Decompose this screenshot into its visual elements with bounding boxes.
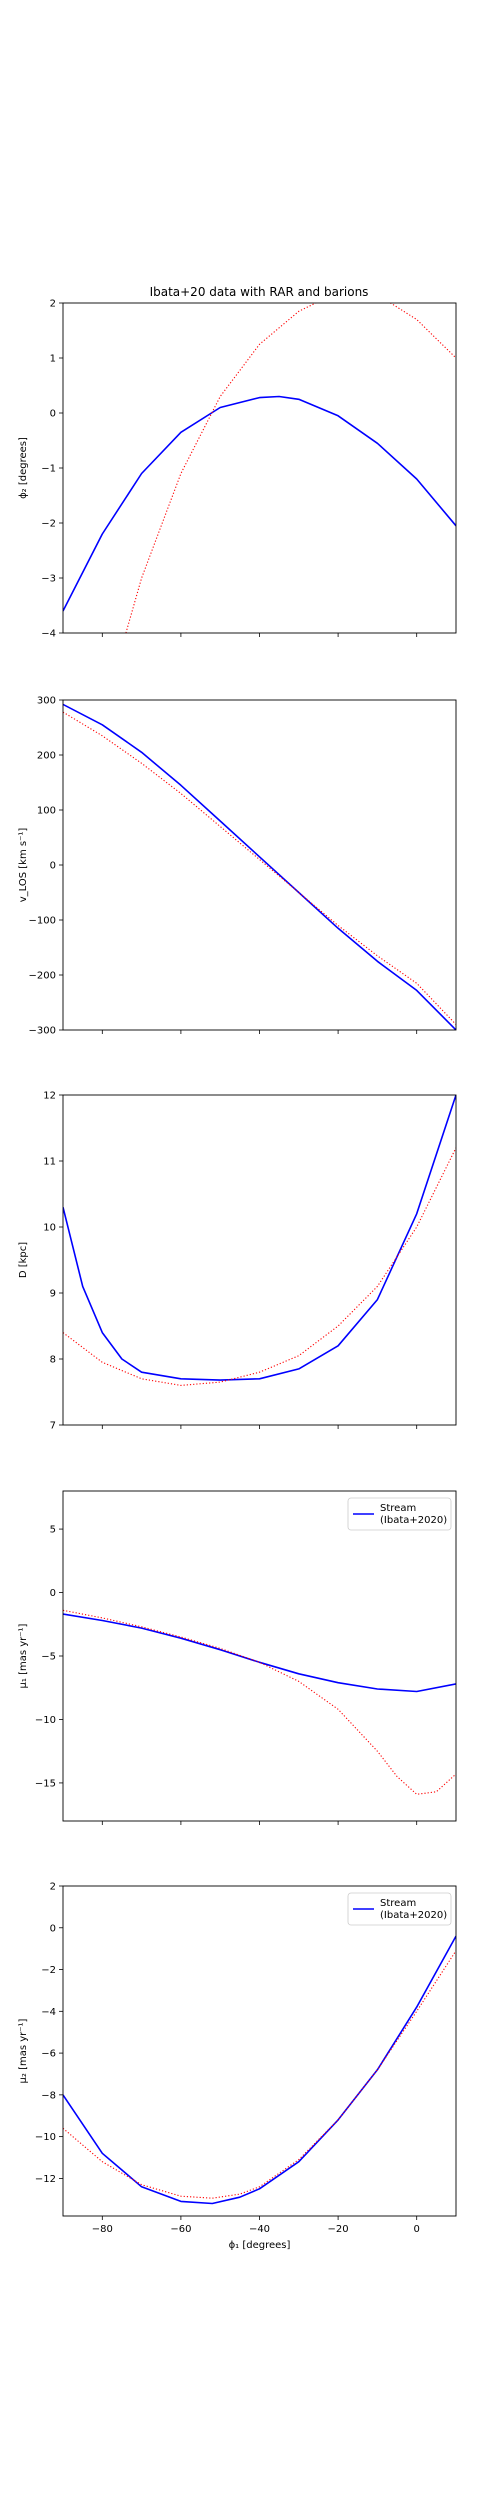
y-tick-label: 2: [50, 1882, 56, 1893]
y-tick-label: −6: [41, 2049, 56, 2060]
y-tick-label: −3: [41, 574, 56, 585]
axes-frame: [62, 302, 457, 634]
x-tick-label: −80: [92, 2224, 113, 2235]
x-tick-label: −40: [249, 2224, 270, 2235]
axes-frame: [62, 699, 457, 1031]
chart-panel-5: −12−10−8−6−4−202−80 −60 −40 −20 0μ₂ [mas yr⁻…: [18, 1882, 457, 2251]
figure-title: Ibata+20 data with RAR and barions: [150, 285, 369, 299]
y-tick-label: −4: [41, 2007, 56, 2018]
axes-frame: [62, 1094, 457, 1426]
y-tick-label: 300: [37, 696, 56, 707]
axes-frame: [62, 1885, 457, 2217]
series-line-stream: [63, 1095, 456, 1381]
y-tick-label: 9: [50, 1289, 56, 1300]
legend: Stream(Ibata+2020): [347, 1497, 452, 1531]
legend-box: [347, 1892, 452, 1926]
y-axis-label: ϕ₂ [degrees]: [18, 437, 29, 499]
chart-panel-2: −300 −200 −100 0 100 200 300 v_LOS [km s⁻¹]: [18, 696, 457, 1037]
series-line-stream: [63, 1613, 456, 1693]
legend: Stream(Ibata+2020): [347, 1892, 452, 1926]
y-tick-label: −12: [35, 2174, 56, 2185]
y-tick-label: 0: [50, 1588, 56, 1599]
series-line-stream: [63, 395, 456, 612]
y-tick-label: 1: [50, 354, 56, 365]
series-line-model: [125, 303, 456, 633]
series-line-model: [63, 1950, 456, 2199]
y-tick-label: 2: [50, 299, 56, 310]
legend-label: Stream: [380, 1503, 416, 1514]
chart-panel-4: −15 −10 −5 0 5 μ₁ [mas yr⁻¹] Stream(Ibata+2020…: [18, 1490, 457, 1825]
y-axis-label: D [kpc]: [18, 1242, 29, 1278]
y-axis-label: v_LOS [km s⁻¹]: [18, 828, 29, 903]
y-tick-label: −10: [35, 1715, 56, 1726]
y-tick-label: 5: [50, 1525, 56, 1536]
legend-box: [347, 1497, 452, 1531]
y-tick-label: −1: [41, 464, 56, 475]
y-tick-label: 12: [43, 1091, 56, 1102]
legend-label: (Ibata+2020): [380, 1515, 447, 1526]
x-axis-label: ϕ₁ [degrees]: [229, 2240, 291, 2251]
series-line-stream: [63, 1935, 456, 2205]
y-tick-label: 0: [50, 409, 56, 420]
y-tick-label: 0: [50, 1923, 56, 1934]
series-line-stream: [63, 703, 456, 1030]
y-tick-label: 11: [43, 1157, 56, 1168]
y-axis-label: μ₁ [mas yr⁻¹]: [18, 1623, 29, 1688]
series-line-model: [63, 711, 456, 1025]
y-tick-label: 100: [37, 806, 56, 817]
y-tick-label: 0: [50, 861, 56, 872]
y-tick-label: 8: [50, 1355, 56, 1366]
y-tick-label: 200: [37, 751, 56, 762]
series-line-model: [63, 1609, 456, 1795]
legend-label: Stream: [380, 1898, 416, 1909]
y-tick-label: −15: [35, 1778, 56, 1789]
x-tick-label: −60: [170, 2224, 191, 2235]
y-tick-label: −300: [29, 1026, 56, 1037]
chart-panel-3: 7 8 9 10 11 12 D [kpc]: [18, 1091, 457, 1432]
y-tick-label: −5: [41, 1652, 56, 1663]
y-axis-label: μ₂ [mas yr⁻¹]: [18, 2018, 29, 2083]
y-tick-label: −2: [41, 1965, 56, 1976]
y-tick-label: −100: [29, 916, 56, 927]
legend-label: (Ibata+2020): [380, 1910, 447, 1921]
axes-frame: [62, 1490, 457, 1822]
x-tick-label: −20: [328, 2224, 349, 2235]
y-tick-label: −8: [41, 2090, 56, 2101]
y-tick-label: 10: [43, 1223, 56, 1234]
y-tick-label: −10: [35, 2132, 56, 2143]
series-line-model: [63, 1147, 456, 1386]
y-tick-label: 7: [50, 1421, 56, 1432]
x-tick-label: 0: [414, 2224, 420, 2235]
y-tick-label: −200: [29, 971, 56, 982]
y-tick-label: −4: [41, 629, 56, 640]
chart-panel-1: −4 −3 −2 −1 0 1 2 ϕ₂ [degrees]: [18, 299, 457, 640]
y-tick-label: −2: [41, 519, 56, 530]
